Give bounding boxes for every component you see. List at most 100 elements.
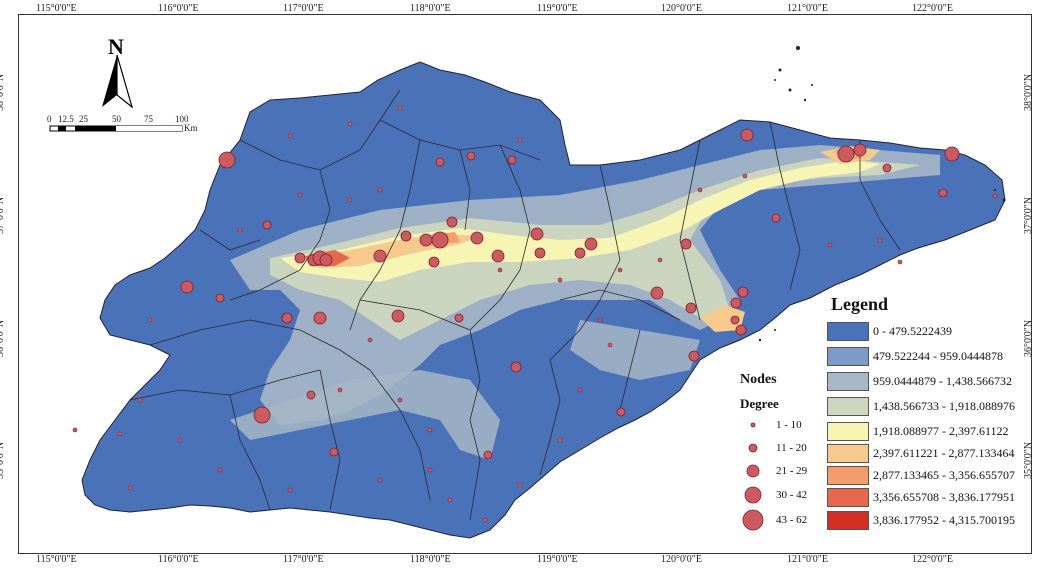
province-map xyxy=(81,46,1006,539)
scale-tick: 12.5 xyxy=(58,114,74,124)
node xyxy=(391,309,405,323)
node xyxy=(287,487,293,493)
node xyxy=(517,137,523,143)
node xyxy=(313,311,327,325)
node xyxy=(447,497,453,503)
legend-item: 3,356.655708 - 3,836.177951 xyxy=(827,488,1025,507)
node xyxy=(657,257,663,263)
north-arrow xyxy=(102,54,134,109)
node xyxy=(882,163,892,173)
node xyxy=(992,193,998,199)
node xyxy=(72,427,78,433)
scale-tick: 0 xyxy=(47,114,52,124)
node xyxy=(347,197,353,203)
node xyxy=(730,297,742,309)
node xyxy=(740,128,754,142)
node xyxy=(262,220,272,230)
node xyxy=(574,247,586,259)
nodes-subtitle: Degree xyxy=(740,396,779,411)
node xyxy=(137,397,143,403)
node xyxy=(117,431,123,437)
legend-swatch xyxy=(827,444,869,463)
node xyxy=(237,227,243,233)
density-band-5 xyxy=(280,160,880,282)
node xyxy=(397,397,403,403)
node xyxy=(771,213,781,223)
legend-swatch xyxy=(827,322,869,341)
node-legend-symbol xyxy=(750,422,756,428)
lon-label-bottom: 122°0'0"E xyxy=(912,554,953,565)
legend-swatch xyxy=(827,466,869,485)
lon-label-bottom: 117°0'0"E xyxy=(283,554,324,565)
node xyxy=(329,447,339,457)
lon-label-top: 122°0'0"E xyxy=(912,3,953,14)
legend-item: 1,918.088977 - 2,397.61122 xyxy=(827,422,1025,441)
node xyxy=(454,313,464,323)
node xyxy=(281,312,293,324)
nodes-class-label: 21 - 29 xyxy=(776,465,808,477)
node-legend-symbol xyxy=(748,443,758,453)
islands xyxy=(758,46,1006,342)
node xyxy=(497,267,503,273)
node xyxy=(428,256,440,268)
node xyxy=(557,437,563,443)
node xyxy=(218,151,236,169)
node xyxy=(735,324,747,336)
north-label: N xyxy=(108,34,124,59)
node xyxy=(853,143,867,157)
legend-swatch xyxy=(827,488,869,507)
legend-label: 1,918.088977 - 2,397.61122 xyxy=(873,424,1009,438)
legend-label: 959.0444879 - 1,438.566732 xyxy=(873,374,1012,388)
node xyxy=(697,187,703,193)
lon-label-top: 118°0'0"E xyxy=(410,3,451,14)
legend-swatch xyxy=(827,511,869,530)
legend-item: 2,877.133465 - 3,356.655707 xyxy=(827,466,1025,485)
legend-swatch xyxy=(827,397,869,416)
legend-swatch xyxy=(827,422,869,441)
scale-unit: Km xyxy=(184,123,198,133)
lon-label-top: 121°0'0"E xyxy=(787,3,828,14)
node xyxy=(337,387,343,393)
legend-item: 1,438.566733 - 1,918.088976 xyxy=(827,397,1025,416)
node xyxy=(737,286,749,298)
lon-label-top: 119°0'0"E xyxy=(537,3,578,14)
legend-item: 0 - 479.5222439 xyxy=(827,322,1025,341)
node xyxy=(617,267,623,273)
node xyxy=(294,252,306,264)
nodes-class-label: 1 - 10 xyxy=(776,419,802,431)
density-band-3 xyxy=(230,145,940,425)
node xyxy=(377,187,383,193)
legend-swatch xyxy=(827,347,869,366)
node xyxy=(177,437,183,443)
node xyxy=(253,406,271,424)
legend-swatch xyxy=(827,372,869,391)
node xyxy=(680,238,692,250)
legend-item: 3,836.177952 - 4,315.700195 xyxy=(827,511,1025,530)
node xyxy=(510,361,522,373)
node xyxy=(730,315,740,325)
node xyxy=(938,188,948,198)
node xyxy=(534,247,546,259)
lon-label-bottom: 119°0'0"E xyxy=(537,554,578,565)
lon-label-bottom: 120°0'0"E xyxy=(661,554,702,565)
node xyxy=(650,286,664,300)
node xyxy=(377,477,383,483)
node xyxy=(837,145,855,163)
legend-item: 959.0444879 - 1,438.566732 xyxy=(827,372,1025,391)
nodes-class-label: 11 - 20 xyxy=(776,442,807,454)
node-legend-symbol xyxy=(746,464,760,478)
density-band-3-south xyxy=(230,370,500,460)
node-markers xyxy=(72,105,998,523)
node xyxy=(419,233,433,247)
node xyxy=(482,517,488,523)
county-boundaries xyxy=(129,89,901,521)
lon-label-top: 120°0'0"E xyxy=(661,3,702,14)
legend-label: 0 - 479.5222439 xyxy=(873,324,952,338)
node xyxy=(427,467,433,473)
legend-label: 3,836.177952 - 4,315.700195 xyxy=(873,513,1015,527)
nodes-title: Nodes xyxy=(740,372,777,387)
node xyxy=(427,427,433,433)
node-legend-symbol xyxy=(744,486,762,504)
node xyxy=(944,146,960,162)
node xyxy=(688,350,700,362)
